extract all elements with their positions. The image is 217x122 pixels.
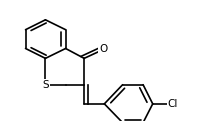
Text: S: S <box>42 80 49 90</box>
Text: Cl: Cl <box>168 99 178 109</box>
Text: O: O <box>99 44 107 54</box>
